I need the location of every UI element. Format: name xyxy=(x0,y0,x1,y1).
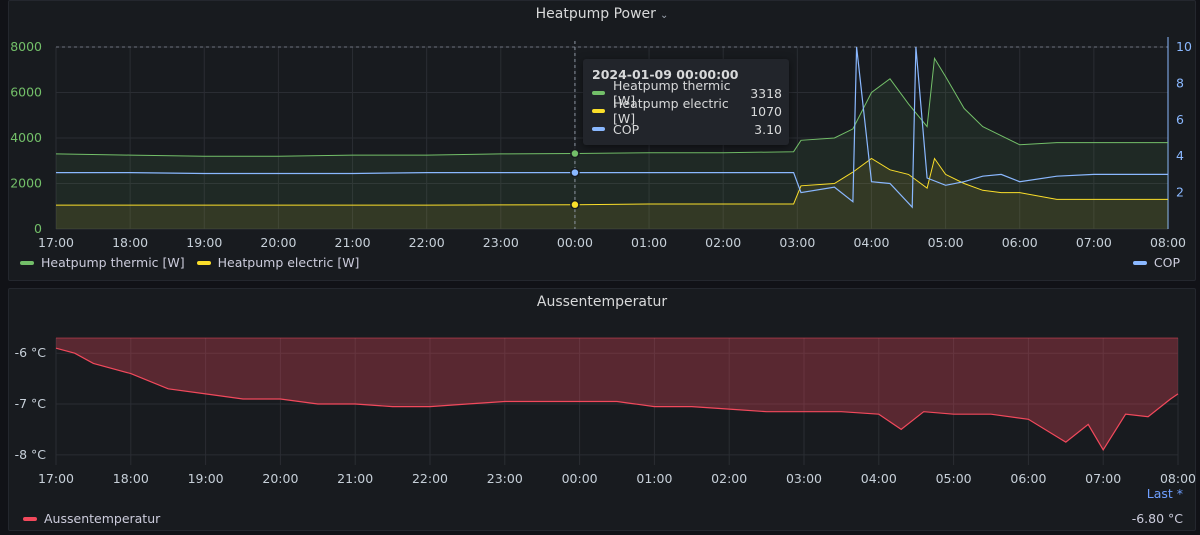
x-tick-label: 01:00 xyxy=(631,235,667,250)
y-left-tick-label: 0 xyxy=(34,221,42,236)
x-tick-label: 02:00 xyxy=(711,471,747,486)
chart-tooltip: 2024-01-09 00:00:00 Heatpump thermic [W]… xyxy=(583,59,789,145)
panel-title-aussentemperatur[interactable]: Aussentemperatur xyxy=(9,294,1195,310)
chevron-down-icon[interactable]: ⌄ xyxy=(659,10,669,21)
thermic-swatch xyxy=(592,91,605,95)
y-right-tick-label: 10 xyxy=(1176,39,1192,54)
x-tick-label: 19:00 xyxy=(188,471,224,486)
tooltip-value: 3.10 xyxy=(754,121,782,137)
x-tick-label: 23:00 xyxy=(483,235,519,250)
x-tick-label: 20:00 xyxy=(262,471,298,486)
x-tick-label: 00:00 xyxy=(557,235,593,250)
cop-series-line xyxy=(56,46,1168,209)
x-tick-label: 06:00 xyxy=(1002,235,1038,250)
legend-item-electric[interactable]: Heatpump electric [W] xyxy=(196,255,360,270)
electric-area xyxy=(56,158,1168,229)
legend-item-temp[interactable]: Aussentemperatur xyxy=(23,511,160,526)
temp-swatch xyxy=(23,516,37,521)
y-left-tick-label: 4000 xyxy=(10,130,42,145)
x-tick-label: 03:00 xyxy=(779,235,815,250)
panel-title-text[interactable]: Heatpump Power xyxy=(535,6,656,22)
legend-sort-link[interactable]: Last * xyxy=(1146,486,1183,501)
x-tick-label: 04:00 xyxy=(853,235,889,250)
thermic-hover-point xyxy=(570,148,580,159)
x-tick-label: 06:00 xyxy=(1010,471,1046,486)
legend-label[interactable]: COP xyxy=(1153,255,1180,270)
y-left-tick-label: 2000 xyxy=(10,176,42,191)
tooltip-row-thermic: Heatpump thermic [W] 3318 xyxy=(592,78,782,108)
tooltip-label: COP xyxy=(613,121,640,137)
x-tick-label: 08:00 xyxy=(1160,471,1196,486)
y-right-tick-label: 4 xyxy=(1176,148,1184,163)
temp-area xyxy=(56,338,1178,450)
tooltip-row-cop: COP 3.10 xyxy=(592,120,782,138)
x-tick-label: 19:00 xyxy=(186,235,222,250)
y-tick-label: -8 °C xyxy=(15,447,47,462)
x-tick-label: 17:00 xyxy=(38,471,74,486)
x-tick-label: 23:00 xyxy=(487,471,523,486)
x-tick-label: 03:00 xyxy=(786,471,822,486)
tooltip-value: 3318 xyxy=(750,85,782,101)
legend-item-cop[interactable]: COP xyxy=(1132,255,1180,270)
cop-swatch xyxy=(592,127,605,131)
legend-label[interactable]: Heatpump electric [W] xyxy=(217,255,360,270)
tooltip-row-electric: Heatpump electric [W] 1070 xyxy=(592,96,782,126)
x-tick-label: 18:00 xyxy=(112,235,148,250)
y-left-tick-label: 6000 xyxy=(10,85,42,100)
y-right-tick-label: 2 xyxy=(1176,185,1184,200)
cop-swatch xyxy=(1132,260,1147,265)
temp-series-line xyxy=(55,347,1179,451)
x-tick-label: 20:00 xyxy=(260,235,296,250)
legend-left: Heatpump thermic [W] Heatpump electric [… xyxy=(20,255,371,270)
y-right-tick-label: 6 xyxy=(1176,112,1184,127)
y-left-tick-label: 8000 xyxy=(10,39,42,54)
panel-title-text[interactable]: Aussentemperatur xyxy=(536,294,668,310)
tooltip-label: Heatpump thermic [W] xyxy=(613,78,731,108)
y-tick-label: -6 °C xyxy=(15,345,47,360)
tooltip-time: 2024-01-09 00:00:00 xyxy=(592,67,739,82)
cop-hover-point xyxy=(570,167,580,178)
x-tick-label: 22:00 xyxy=(412,471,448,486)
thermic-area xyxy=(56,58,1168,230)
x-tick-label: 17:00 xyxy=(38,235,74,250)
x-tick-label: 07:00 xyxy=(1085,471,1121,486)
legend-temp: Aussentemperatur xyxy=(23,511,172,526)
x-tick-label: 08:00 xyxy=(1150,235,1186,250)
x-tick-label: 22:00 xyxy=(409,235,445,250)
panel-title-heatpump-power[interactable]: Heatpump Power ⌄ xyxy=(9,6,1195,22)
x-tick-label: 05:00 xyxy=(928,235,964,250)
legend-last-value: -6.80 °C xyxy=(1131,511,1183,526)
electric-swatch xyxy=(592,109,605,113)
y-right-tick-label: 8 xyxy=(1176,75,1184,90)
tooltip-label: Heatpump electric [W] xyxy=(613,96,729,126)
x-tick-label: 21:00 xyxy=(335,235,371,250)
legend-right: COP xyxy=(1132,255,1180,270)
legend-label[interactable]: Heatpump thermic [W] xyxy=(41,255,185,270)
y-tick-label: -7 °C xyxy=(15,396,47,411)
x-tick-label: 04:00 xyxy=(861,471,897,486)
x-tick-label: 01:00 xyxy=(636,471,672,486)
electric-series-line xyxy=(56,157,1168,206)
heatpump-power-chart[interactable]: 8000 6000 4000 2000 0 10 8 6 4 2 17:00 18:00 19:00 20… xyxy=(0,0,1200,281)
electric-swatch xyxy=(196,260,211,265)
thermic-swatch xyxy=(20,260,34,265)
x-tick-label: 05:00 xyxy=(936,471,972,486)
x-tick-label: 18:00 xyxy=(113,471,149,486)
tooltip-value: 1070 xyxy=(750,103,782,119)
x-tick-label: 00:00 xyxy=(562,471,598,486)
legend-label[interactable]: Aussentemperatur xyxy=(44,511,161,526)
x-tick-label: 07:00 xyxy=(1076,235,1112,250)
x-tick-label: 21:00 xyxy=(337,471,373,486)
legend-item-thermic[interactable]: Heatpump thermic [W] xyxy=(20,255,185,270)
x-tick-label: 02:00 xyxy=(705,235,741,250)
electric-hover-point xyxy=(570,199,580,210)
thermic-series-line xyxy=(55,56,1168,157)
